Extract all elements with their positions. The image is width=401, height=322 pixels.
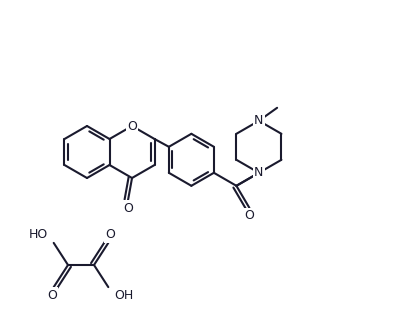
Text: O: O: [105, 228, 115, 242]
Text: N: N: [254, 114, 263, 127]
Text: O: O: [47, 289, 57, 302]
Text: O: O: [245, 209, 254, 223]
Text: HO: HO: [28, 228, 48, 242]
Text: O: O: [123, 202, 133, 214]
Text: O: O: [127, 119, 137, 132]
Text: N: N: [254, 166, 263, 179]
Text: OH: OH: [114, 289, 134, 302]
Text: N: N: [254, 166, 263, 179]
